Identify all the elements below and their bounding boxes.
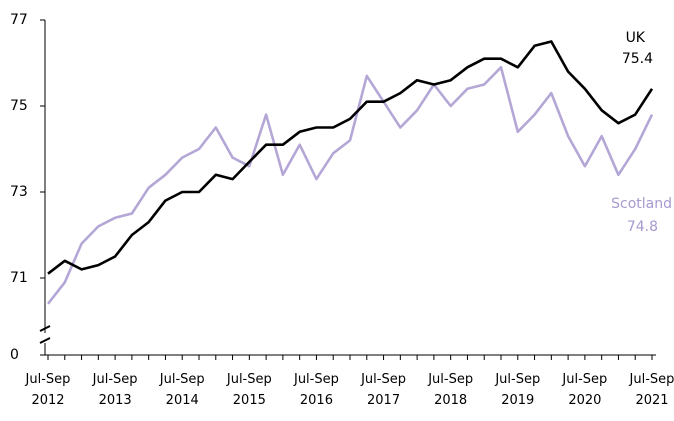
x-tick-label: Jul-Sep 2013 (92, 372, 138, 408)
x-tick-label: Jul-Sep 2019 (495, 372, 541, 408)
y-tick-label: 73 (10, 184, 28, 200)
x-tick-label: Jul-Sep 2016 (293, 372, 339, 408)
axis-break (39, 337, 51, 344)
series-line (47, 40, 654, 275)
series-end-value: 74.8 (627, 219, 658, 235)
y-tick-label: 75 (10, 98, 28, 114)
x-tick-label: Jul-Sep 2021 (629, 372, 674, 408)
y-tick-label: 77 (10, 12, 28, 28)
y-tick-label: 0 (10, 347, 19, 363)
x-tick-label: Jul-Sep 2018 (428, 372, 474, 408)
series-label: Scotland (611, 196, 672, 212)
x-tick-label: Jul-Sep 2020 (562, 372, 608, 408)
y-tick-label: 71 (10, 270, 28, 286)
series-end-value: 75.4 (622, 51, 653, 67)
series-line (46, 66, 654, 305)
series-label: UK (626, 30, 646, 46)
axis-break (39, 325, 51, 332)
x-tick-label: Jul-Sep 2015 (226, 372, 272, 408)
x-tick-label: Jul-Sep 2017 (361, 372, 406, 408)
x-tick-label: Jul-Sep 2014 (159, 372, 205, 408)
x-tick-label: Jul-Sep 2012 (25, 372, 71, 408)
